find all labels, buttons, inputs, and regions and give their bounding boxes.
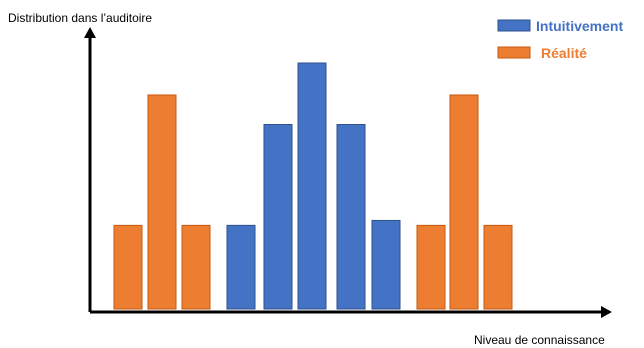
- bar-realite-2: [181, 224, 211, 310]
- bar-realite-5: [483, 224, 513, 310]
- bar-intuitivement-4: [371, 219, 401, 310]
- legend-label-intuitivement: Intuitivement: [536, 18, 623, 34]
- legend-swatch-realite: [497, 46, 531, 59]
- bar-realite-3: [416, 224, 446, 310]
- bar-intuitivement-2: [297, 62, 327, 310]
- legend-label-realite: Réalité: [541, 45, 587, 61]
- bar-intuitivement-0: [226, 224, 256, 310]
- x-axis-label: Niveau de connaissance: [474, 333, 605, 347]
- bar-realite-1: [147, 94, 177, 310]
- legend-swatch-intuitivement: [497, 19, 531, 32]
- legend: Intuitivement Réalité: [497, 18, 623, 61]
- bar-intuitivement-1: [263, 124, 293, 310]
- x-axis-arrow: [601, 306, 612, 318]
- bars-group: [113, 62, 513, 310]
- bar-intuitivement-3: [336, 124, 366, 310]
- bar-realite-4: [449, 94, 479, 310]
- bar-realite-0: [113, 224, 143, 310]
- y-axis-arrow: [84, 27, 96, 38]
- y-axis-label: Distribution dans l’auditoire: [8, 11, 152, 25]
